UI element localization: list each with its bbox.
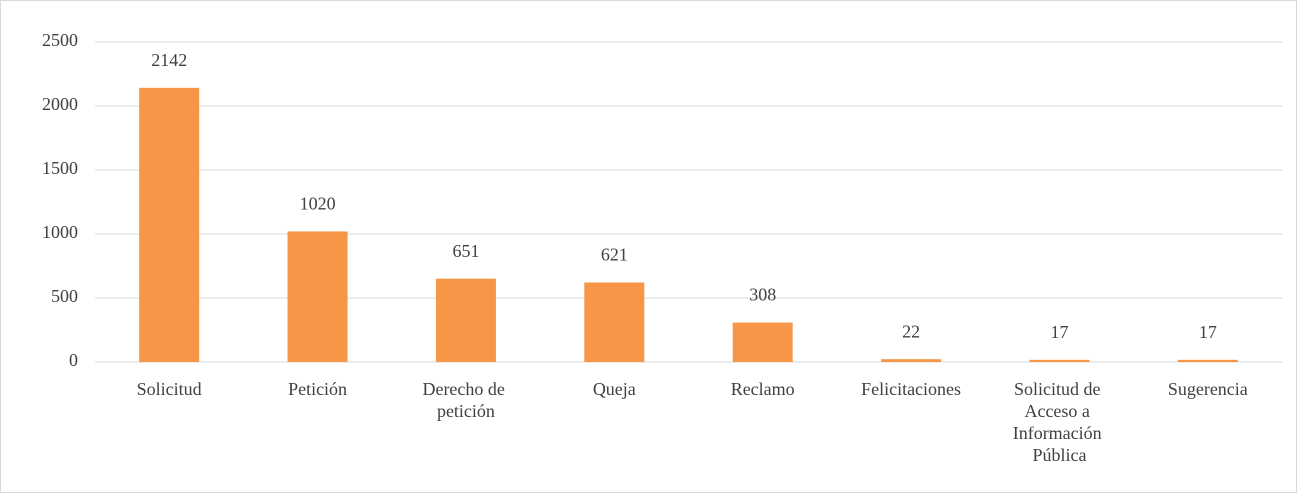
x-tick-label: Queja — [593, 379, 636, 399]
data-label: 1020 — [300, 194, 336, 214]
x-tick-label: Reclamo — [731, 379, 795, 399]
bar — [435, 278, 496, 362]
bar — [881, 359, 942, 362]
y-tick-label: 2000 — [42, 94, 78, 114]
bar — [1177, 359, 1238, 362]
data-label: 621 — [601, 245, 628, 265]
data-label: 651 — [452, 241, 479, 261]
x-tick-label: Sugerencia — [1168, 379, 1248, 399]
y-tick-label: 2500 — [42, 30, 78, 50]
data-label: 17 — [1050, 322, 1068, 342]
data-label: 308 — [749, 285, 776, 305]
bar — [1029, 359, 1090, 362]
y-tick-label: 1000 — [42, 222, 78, 242]
x-tick-label: Solicitud — [137, 379, 202, 399]
x-tick-label: Felicitaciones — [861, 379, 961, 399]
y-tick-label: 1500 — [42, 158, 78, 178]
x-tick-label: Solicitud de Acceso a Información Públic… — [1013, 379, 1106, 465]
data-label: 17 — [1199, 322, 1217, 342]
x-tick-label: Derecho de petición — [422, 379, 509, 421]
y-tick-label: 500 — [51, 286, 78, 306]
bar — [287, 231, 348, 362]
bar — [139, 87, 200, 362]
bar — [732, 322, 793, 362]
data-label: 2142 — [151, 50, 187, 70]
bar — [584, 282, 645, 362]
data-label: 22 — [902, 321, 920, 341]
x-tick-label: Petición — [288, 379, 347, 399]
y-tick-label: 0 — [69, 350, 78, 370]
